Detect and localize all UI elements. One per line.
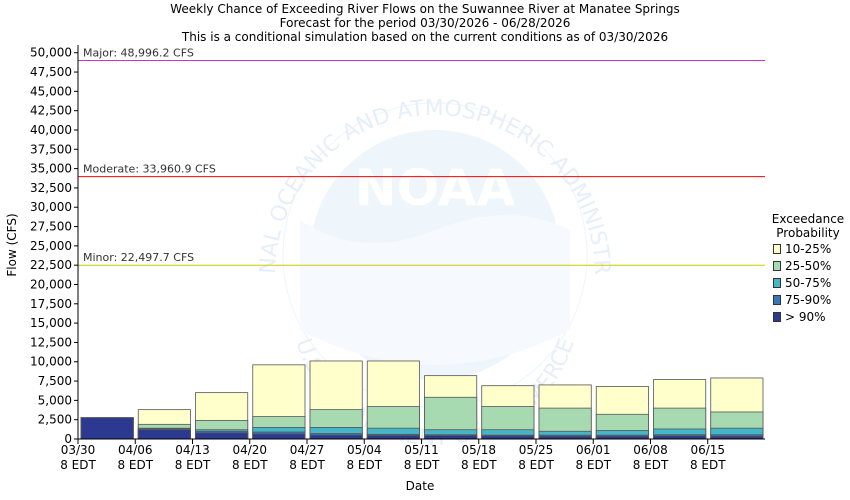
- threshold-label-2: Minor: 22,497.7 CFS: [83, 251, 194, 264]
- y-tick-label-16: 40,000: [30, 123, 72, 137]
- noaa-watermark-logo: NOAA NATIONAL OCEANIC AND ATMOSPHERIC AD…: [0, 0, 614, 451]
- y-axis-label: Flow (CFS): [5, 213, 19, 276]
- threshold-label-0: Major: 48,996.2 CFS: [83, 46, 194, 59]
- y-tick-label-17: 42,500: [30, 104, 72, 118]
- legend-label: 10-25%: [785, 241, 832, 256]
- y-tick-label-12: 30,000: [30, 200, 72, 214]
- legend-swatch: [773, 294, 781, 305]
- y-tick-label-15: 37,500: [30, 142, 72, 156]
- x-tick-date-8: 05/25: [519, 443, 554, 457]
- y-tick-label-20: 50,000: [30, 46, 72, 60]
- bar-04-20-0: [252, 433, 306, 440]
- x-tick-date-11: 06/15: [690, 443, 725, 457]
- x-tick-tz-0: 8 EDT: [60, 458, 96, 472]
- y-tick-label-13: 32,500: [30, 181, 72, 195]
- bar-03-30-0: [80, 417, 134, 440]
- x-tick-date-7: 05/18: [461, 443, 496, 457]
- x-tick-tz-7: 8 EDT: [461, 458, 497, 472]
- legend-item-0: 10-25%: [773, 240, 847, 257]
- legend-item-3: 75-90%: [773, 291, 847, 308]
- legend-swatch: [773, 260, 781, 271]
- legend: Exceedance Probability 10-25% 25-50% 50-75…: [771, 212, 847, 325]
- x-tick-tz-8: 8 EDT: [518, 458, 554, 472]
- y-tick-label-4: 10,000: [30, 355, 72, 369]
- x-axis-label: Date: [406, 479, 435, 493]
- x-tick-tz-4: 8 EDT: [289, 458, 325, 472]
- x-tick-date-5: 05/04: [347, 443, 382, 457]
- y-tick-label-19: 47,500: [30, 65, 72, 79]
- x-tick-date-2: 04/13: [175, 443, 210, 457]
- x-tick-tz-5: 8 EDT: [346, 458, 382, 472]
- y-tick-label-3: 7,500: [38, 374, 72, 388]
- y-tick-label-2: 5,000: [38, 393, 72, 407]
- legend-item-2: 50-75%: [773, 274, 847, 291]
- x-tick-date-6: 05/11: [404, 443, 439, 457]
- x-tick-tz-6: 8 EDT: [404, 458, 440, 472]
- legend-swatch: [773, 311, 781, 322]
- legend-item-4: > 90%: [773, 308, 847, 325]
- y-tick-label-11: 27,500: [30, 220, 72, 234]
- chart-title: Weekly Chance of Exceeding River Flows o…: [170, 2, 680, 16]
- bar-05-04-0: [366, 435, 420, 440]
- legend-label: 50-75%: [785, 275, 832, 290]
- x-tick-tz-2: 8 EDT: [175, 458, 211, 472]
- legend-swatch: [773, 277, 781, 288]
- y-tick-label-10: 25,000: [30, 239, 72, 253]
- legend-item-1: 25-50%: [773, 257, 847, 274]
- x-tick-date-4: 04/27: [290, 443, 325, 457]
- bar-04-06-0: [137, 429, 191, 440]
- threshold-label-1: Moderate: 33,960.9 CFS: [83, 163, 216, 176]
- x-tick-date-9: 06/01: [576, 443, 611, 457]
- x-tick-date-0: 03/30: [61, 443, 96, 457]
- legend-swatch: [773, 243, 781, 254]
- y-tick-label-14: 35,000: [30, 162, 72, 176]
- x-tick-date-10: 06/08: [633, 443, 668, 457]
- y-tick-label-18: 45,000: [30, 84, 72, 98]
- legend-title-line2: Probability: [776, 226, 840, 240]
- bar-05-11-0: [424, 435, 478, 440]
- y-tick-label-8: 20,000: [30, 277, 72, 291]
- watermark-logo-text: NOAA: [355, 159, 516, 217]
- legend-label: > 90%: [785, 309, 826, 324]
- x-tick-date-3: 04/20: [232, 443, 267, 457]
- y-tick-label-9: 22,500: [30, 258, 72, 272]
- bar-04-13-0: [195, 432, 249, 440]
- y-tick-label-7: 17,500: [30, 297, 72, 311]
- x-tick-tz-11: 8 EDT: [690, 458, 726, 472]
- legend-label: 75-90%: [785, 292, 832, 307]
- y-tick-label-5: 12,500: [30, 335, 72, 349]
- chart-subtitle-period: Forecast for the period 03/30/2026 - 06/…: [279, 16, 571, 30]
- x-tick-tz-3: 8 EDT: [232, 458, 268, 472]
- y-tick-label-0: 0: [64, 432, 72, 446]
- y-tick-label-1: 2,500: [38, 413, 72, 427]
- legend-label: 25-50%: [785, 258, 832, 273]
- x-tick-tz-1: 8 EDT: [117, 458, 153, 472]
- x-tick-tz-10: 8 EDT: [633, 458, 669, 472]
- legend-title-line1: Exceedance: [771, 212, 845, 226]
- chart-subtitle-note: This is a conditional simulation based o…: [181, 30, 669, 44]
- x-tick-date-1: 04/06: [118, 443, 153, 457]
- bar-04-27-0: [309, 434, 363, 440]
- x-tick-tz-9: 8 EDT: [575, 458, 611, 472]
- y-tick-label-6: 15,000: [30, 316, 72, 330]
